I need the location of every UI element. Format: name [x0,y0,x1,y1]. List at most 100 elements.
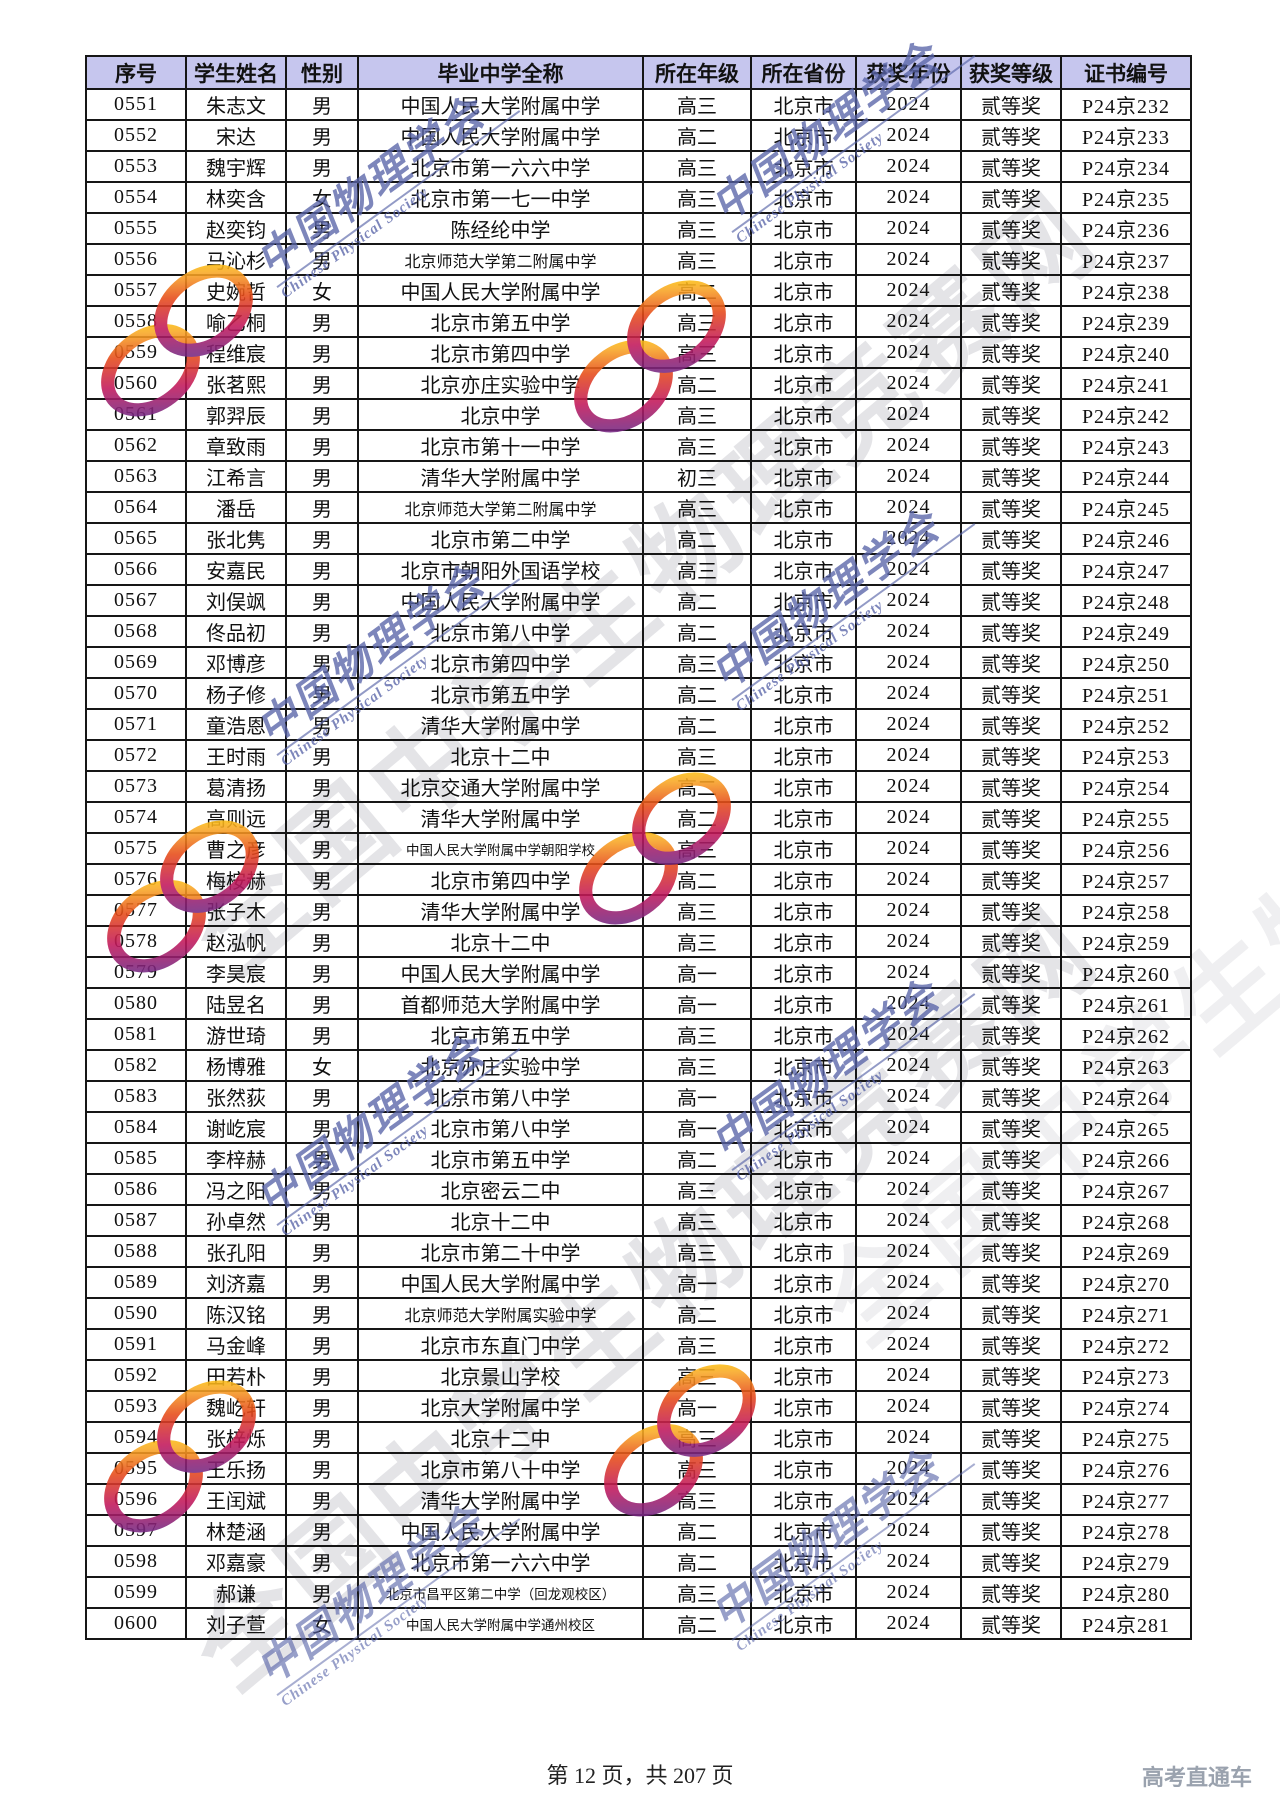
cell-grade: 高三 [642,150,752,183]
cell-gender: 男 [285,894,359,927]
cell-no: 0584 [85,1111,187,1144]
cell-no: 0588 [85,1235,187,1268]
cell-school: 北京市东直门中学 [357,1328,644,1361]
cell-grade: 高二 [642,708,752,741]
column-header: 获奖等级 [960,55,1062,90]
cell-no: 0587 [85,1204,187,1237]
cell-school: 北京市昌平区第二中学（回龙观校区） [357,1576,644,1609]
cell-province: 北京市 [750,119,857,152]
cell-province: 北京市 [750,1204,857,1237]
cell-no: 0552 [85,119,187,152]
cell-grade: 高三 [642,429,752,462]
cell-school: 北京十二中 [357,925,644,958]
cell-grade: 高三 [642,1452,752,1485]
cell-award: 贰等奖 [960,925,1062,958]
table-row: 0579 李昊宸男中国人民大学附属中学 高一 北京市 2024 贰等奖 P24京260 [85,956,1192,989]
cell-school: 中国人民大学附属中学通州校区 [357,1607,644,1640]
cell-name: 谢屹宸 [185,1111,287,1144]
cell-no: 0553 [85,150,187,183]
cell-province: 北京市 [750,88,857,121]
cell-year: 2024 [855,398,962,431]
cell-name: 林楚涵 [185,1514,287,1547]
table-row: 0593 魏屹轩男北京大学附属中学 高一 北京市 2024 贰等奖 P24京274 [85,1390,1192,1423]
cell-year: 2024 [855,987,962,1020]
cell-gender: 男 [285,1111,359,1144]
cell-school: 中国人民大学附属中学 [357,584,644,617]
header-row: 序号 学生姓名 性别 毕业中学全称 所在年级 所在省份 获奖年份 获奖等级 证书编号 [85,55,1192,90]
cell-name: 佟品初 [185,615,287,648]
cell-no: 0599 [85,1576,187,1609]
cell-grade: 高三 [642,212,752,245]
cell-name: 赵奕钧 [185,212,287,245]
cell-cert: P24京269 [1060,1235,1192,1268]
table-row: 0599 郝谦男北京市昌平区第二中学（回龙观校区） 高三 北京市 2024 贰等奖 P24京… [85,1576,1192,1609]
cell-province: 北京市 [750,925,857,958]
cell-no: 0571 [85,708,187,741]
table-row: 0584 谢屹宸男北京市第八中学 高一 北京市 2024 贰等奖 P24京265 [85,1111,1192,1144]
cell-school: 中国人民大学附属中学 [357,1266,644,1299]
table-row: 0572 王时雨男北京十二中 高三 北京市 2024 贰等奖 P24京253 [85,739,1192,772]
table-row: 0568 佟品初男北京市第八中学 高二 北京市 2024 贰等奖 P24京249 [85,615,1192,648]
cell-grade: 高三 [642,181,752,214]
cell-school: 北京市第八中学 [357,1080,644,1113]
cell-award: 贰等奖 [960,987,1062,1020]
cell-province: 北京市 [750,584,857,617]
cell-cert: P24京266 [1060,1142,1192,1175]
cell-gender: 男 [285,460,359,493]
table-row: 0569 邓博彦男北京市第四中学 高三 北京市 2024 贰等奖 P24京250 [85,646,1192,679]
cell-grade: 高三 [642,1235,752,1268]
cell-year: 2024 [855,181,962,214]
cell-cert: P24京258 [1060,894,1192,927]
cell-name: 邓嘉豪 [185,1545,287,1578]
cell-cert: P24京261 [1060,987,1192,1020]
cell-no: 0555 [85,212,187,245]
cell-grade: 高二 [642,770,752,803]
table-row: 0590 陈汉铭男北京师范大学附属实验中学 高二 北京市 2024 贰等奖 P24京271 [85,1297,1192,1330]
table-row: 0600 刘子萱女中国人民大学附属中学通州校区 高二 北京市 2024 贰等奖 P24京28… [85,1607,1192,1640]
cell-cert: P24京242 [1060,398,1192,431]
cell-award: 贰等奖 [960,460,1062,493]
cell-grade: 高三 [642,1049,752,1082]
cell-gender: 男 [285,1204,359,1237]
cell-province: 北京市 [750,212,857,245]
cell-grade: 高一 [642,1390,752,1423]
cell-no: 0580 [85,987,187,1020]
cell-award: 贰等奖 [960,1483,1062,1516]
cell-school: 北京市第一六六中学 [357,150,644,183]
cell-name: 赵泓帆 [185,925,287,958]
cell-name: 张子木 [185,894,287,927]
table-row: 0586 冯之阳男北京密云二中 高三 北京市 2024 贰等奖 P24京267 [85,1173,1192,1206]
cell-cert: P24京249 [1060,615,1192,648]
cell-no: 0595 [85,1452,187,1485]
cell-name: 章致雨 [185,429,287,462]
cell-no: 0594 [85,1421,187,1454]
cell-gender: 男 [285,1235,359,1268]
cell-gender: 男 [285,398,359,431]
table-row: 0560 张茗熙男北京亦庄实验中学 高二 北京市 2024 贰等奖 P24京241 [85,367,1192,400]
cell-grade: 高一 [642,1266,752,1299]
cell-gender: 男 [285,1359,359,1392]
cell-gender: 男 [285,1390,359,1423]
table-row: 0596 王闰斌男清华大学附属中学 高三 北京市 2024 贰等奖 P24京277 [85,1483,1192,1516]
cell-cert: P24京276 [1060,1452,1192,1485]
cell-no: 0562 [85,429,187,462]
cell-province: 北京市 [750,398,857,431]
cell-name: 李昊宸 [185,956,287,989]
cell-grade: 高三 [642,1483,752,1516]
cell-award: 贰等奖 [960,615,1062,648]
cell-school: 北京师范大学附属实验中学 [357,1297,644,1330]
cell-award: 贰等奖 [960,770,1062,803]
cell-name: 陆昱名 [185,987,287,1020]
cell-grade: 高三 [642,925,752,958]
cell-no: 0586 [85,1173,187,1206]
cell-award: 贰等奖 [960,212,1062,245]
cell-cert: P24京247 [1060,553,1192,586]
cell-cert: P24京244 [1060,460,1192,493]
cell-award: 贰等奖 [960,119,1062,152]
table-row: 0570 杨子修男北京市第五中学 高二 北京市 2024 贰等奖 P24京251 [85,677,1192,710]
table-row: 0576 梅桉赫男北京市第四中学 高二 北京市 2024 贰等奖 P24京257 [85,863,1192,896]
table-row: 0597 林楚涵男中国人民大学附属中学 高二 北京市 2024 贰等奖 P24京278 [85,1514,1192,1547]
cell-year: 2024 [855,243,962,276]
cell-no: 0573 [85,770,187,803]
cell-award: 贰等奖 [960,1049,1062,1082]
